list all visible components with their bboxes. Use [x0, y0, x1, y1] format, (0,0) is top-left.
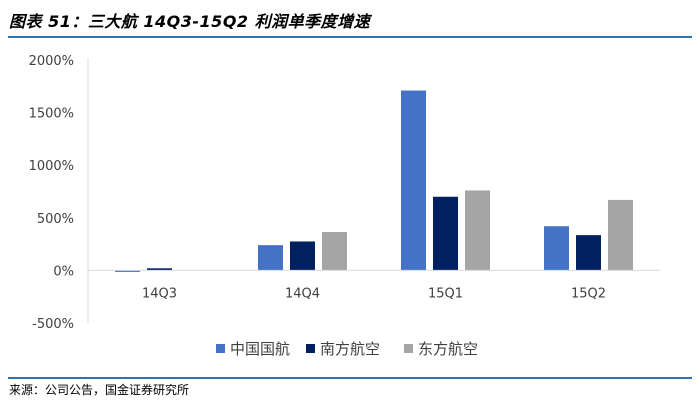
source-note: 来源：公司公告，国金证券研究所: [9, 383, 190, 397]
bar: [465, 190, 490, 271]
y-tick-label: 1500%: [29, 107, 74, 122]
legend-label: 中国国航: [230, 340, 290, 358]
x-tick-label: 15Q1: [428, 286, 463, 301]
y-tick-label: 500%: [37, 212, 74, 227]
x-tick-label: 15Q2: [571, 286, 606, 301]
legend-swatch: [404, 344, 413, 353]
y-tick-label: 0%: [53, 264, 74, 279]
y-tick-label: 1000%: [29, 159, 74, 174]
x-tick-label: 14Q4: [285, 286, 320, 301]
footer-rule: [8, 377, 692, 379]
bar: [544, 226, 569, 271]
bar: [576, 235, 601, 271]
legend-label: 东方航空: [418, 340, 478, 358]
bar: [258, 245, 283, 271]
title-rule: [8, 36, 692, 38]
legend-swatch: [216, 344, 225, 353]
legend-swatch: [306, 344, 315, 353]
bar: [401, 90, 426, 271]
bar: [115, 270, 140, 272]
bar: [322, 232, 347, 271]
bar: [608, 199, 633, 271]
bar: [147, 268, 172, 271]
y-tick-label: -500%: [32, 317, 74, 332]
figure-title: 图表 51：三大航 14Q3-15Q2 利润单季度增速: [9, 12, 371, 31]
bar: [433, 196, 458, 271]
bar: [290, 241, 315, 271]
bar-chart: 2000% 1500% 1000% 500% 0% -500% 14Q3 14Q4 15Q1 15…: [29, 54, 660, 358]
y-tick-label: 2000%: [29, 54, 74, 69]
x-tick-label: 14Q3: [142, 286, 177, 301]
legend-label: 南方航空: [320, 340, 380, 358]
